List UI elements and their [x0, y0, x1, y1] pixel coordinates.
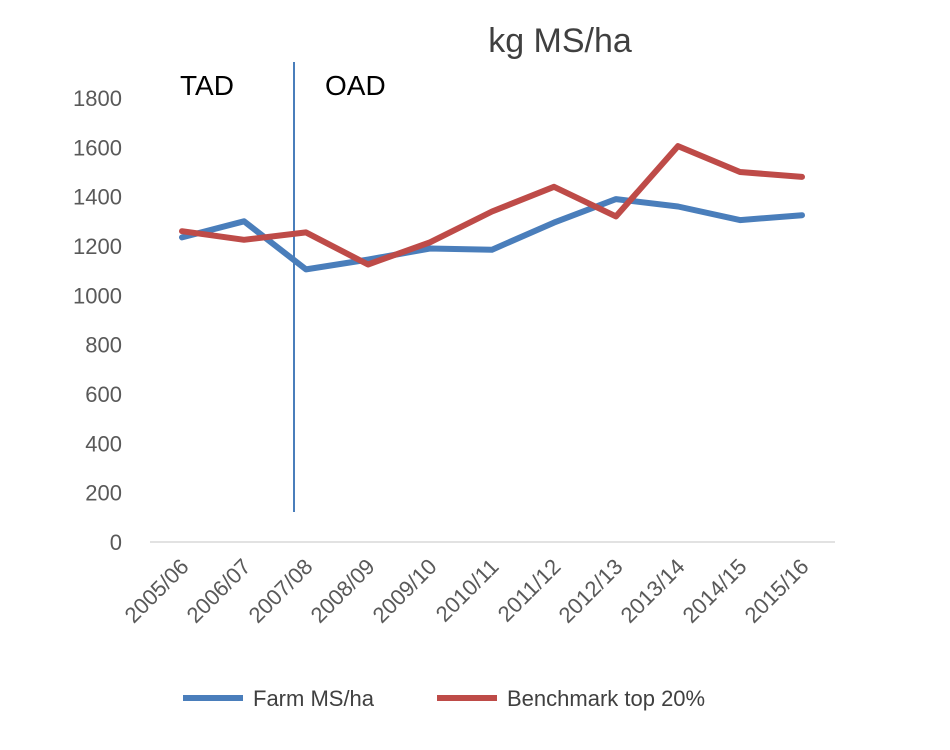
y-tick-label: 1600 [73, 135, 122, 160]
x-axis: 2005/062006/072007/082008/092009/102010/… [120, 554, 814, 628]
legend: Farm MS/ha Benchmark top 20% [183, 686, 705, 711]
series-line-1 [179, 196, 805, 273]
legend-label: Farm MS/ha [253, 686, 375, 711]
y-tick-label: 1400 [73, 185, 122, 210]
y-tick-label: 200 [85, 481, 122, 506]
x-tick-label: 2011/12 [493, 554, 566, 627]
x-tick-label: 2013/14 [616, 554, 690, 628]
x-tick-label: 2012/13 [554, 554, 628, 628]
x-tick-label: 2006/07 [182, 554, 256, 628]
x-tick-label: 2005/06 [120, 554, 194, 628]
x-tick-label: 2007/08 [244, 554, 318, 628]
series-line-2 [179, 143, 805, 268]
legend-label: Benchmark top 20% [507, 686, 705, 711]
series-layer [179, 143, 805, 273]
y-axis: 0 200 400 600 800 1000 1200 1400 1600 1800 [73, 86, 122, 555]
y-tick-label: 1800 [73, 86, 122, 111]
x-tick-label: 2009/10 [368, 554, 442, 628]
tad-label: TAD [180, 70, 234, 101]
y-tick-label: 1000 [73, 283, 122, 308]
y-tick-label: 0 [110, 530, 122, 555]
chart-title: kg MS/ha [488, 22, 632, 60]
x-tick-label: 2008/09 [306, 554, 380, 628]
oad-label: OAD [325, 70, 386, 101]
x-tick-label: 2010/11 [431, 554, 504, 627]
y-tick-label: 800 [85, 333, 122, 358]
x-tick-label: 2014/15 [678, 554, 752, 628]
y-tick-label: 1200 [73, 234, 122, 259]
y-tick-label: 600 [85, 382, 122, 407]
x-tick-label: 2015/16 [740, 554, 814, 628]
y-tick-label: 400 [85, 431, 122, 456]
